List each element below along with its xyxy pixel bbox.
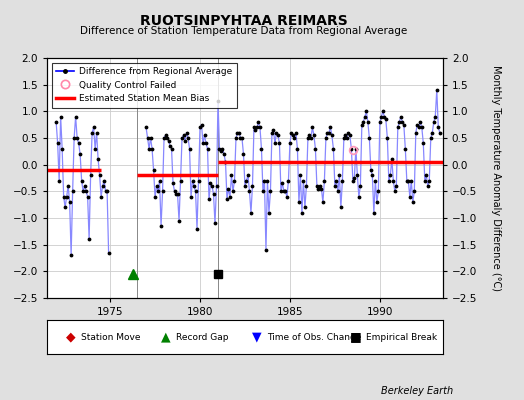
Text: ◆: ◆ — [66, 330, 75, 344]
Text: RUOTSINPYHTAA REIMARS: RUOTSINPYHTAA REIMARS — [140, 14, 347, 28]
Text: ▼: ▼ — [252, 330, 261, 344]
Text: Record Gap: Record Gap — [176, 332, 228, 342]
Text: Difference of Station Temperature Data from Regional Average: Difference of Station Temperature Data f… — [80, 26, 407, 36]
Y-axis label: Monthly Temperature Anomaly Difference (°C): Monthly Temperature Anomaly Difference (… — [491, 65, 501, 291]
Legend: Difference from Regional Average, Quality Control Failed, Estimated Station Mean: Difference from Regional Average, Qualit… — [52, 62, 236, 108]
Text: Berkeley Earth: Berkeley Earth — [381, 386, 453, 396]
Text: Time of Obs. Change: Time of Obs. Change — [267, 332, 361, 342]
Text: ■: ■ — [350, 330, 362, 344]
Text: Empirical Break: Empirical Break — [366, 332, 437, 342]
Text: ▲: ▲ — [161, 330, 171, 344]
Text: Station Move: Station Move — [81, 332, 140, 342]
